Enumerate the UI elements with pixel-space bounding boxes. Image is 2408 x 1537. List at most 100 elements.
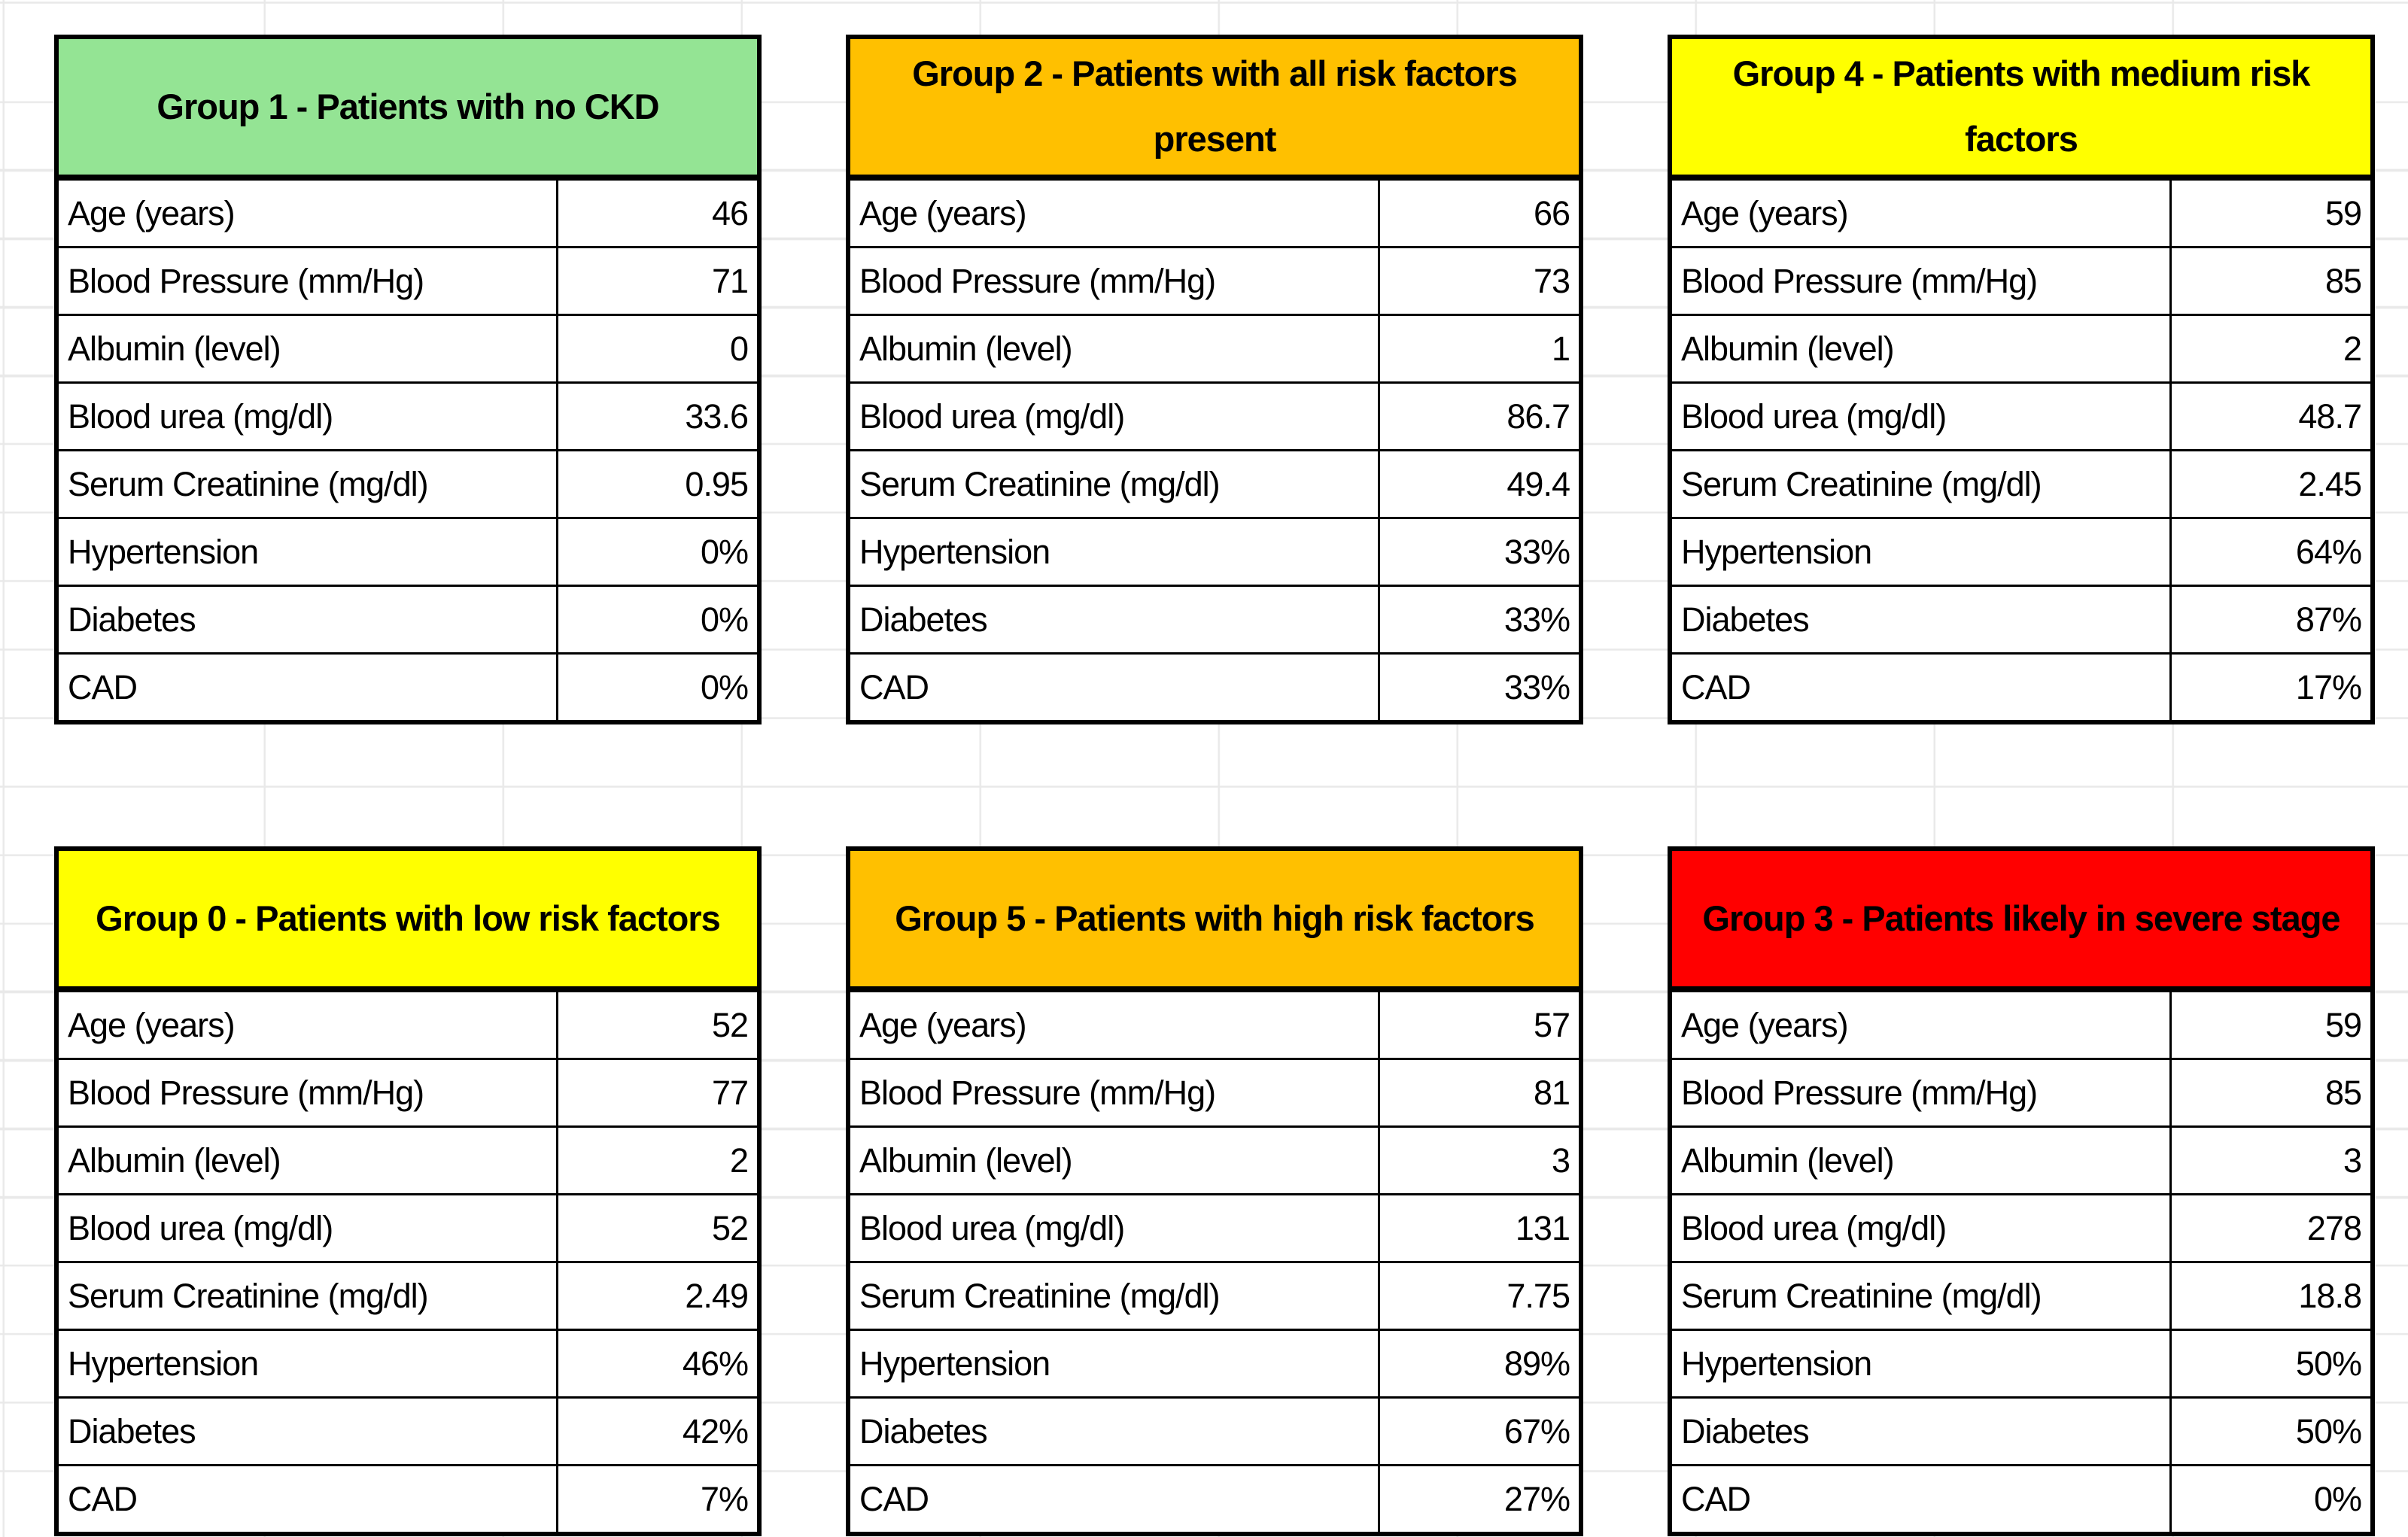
row-label-cell[interactable]: Hypertension <box>59 519 558 585</box>
row-label-cell[interactable]: Diabetes <box>59 587 558 652</box>
row-label-cell[interactable]: Hypertension <box>1672 519 2172 585</box>
row-label-cell[interactable]: Blood urea (mg/dl) <box>59 1195 558 1261</box>
row-label-cell[interactable]: CAD <box>59 655 558 720</box>
row-value-cell[interactable]: 42% <box>682 1411 749 1450</box>
row-value-cell[interactable]: 71 <box>711 261 749 300</box>
row-value-cell[interactable]: 73 <box>1533 261 1570 300</box>
row-label-cell[interactable]: Serum Creatinine (mg/dl) <box>59 1263 558 1329</box>
row-label-cell[interactable]: Age (years) <box>59 992 558 1058</box>
row-value-cell[interactable]: 66 <box>1533 193 1570 232</box>
table-header-group-4[interactable]: Group 4 - Patients with medium risk fact… <box>1672 39 2370 178</box>
row-value-cell[interactable]: 2 <box>729 1141 749 1180</box>
row-value-cell[interactable]: 7.75 <box>1507 1276 1570 1315</box>
row-value-cell[interactable]: 33.6 <box>685 396 749 436</box>
row-value-cell[interactable]: 278 <box>2306 1208 2362 1247</box>
row-value-cell[interactable]: 64% <box>2295 532 2362 571</box>
row-label-cell[interactable]: Serum Creatinine (mg/dl) <box>850 451 1380 517</box>
row-value-cell[interactable]: 3 <box>2343 1141 2362 1180</box>
row-label-cell[interactable]: Diabetes <box>850 1399 1380 1464</box>
row-value-cell[interactable]: 49.4 <box>1507 464 1570 503</box>
row-value-cell[interactable]: 2.49 <box>685 1276 749 1315</box>
row-value-cell[interactable]: 50% <box>2295 1411 2362 1450</box>
row-label-cell[interactable]: Albumin (level) <box>59 316 558 381</box>
table-header-group-1[interactable]: Group 1 - Patients with no CKD <box>59 39 757 178</box>
row-value-cell[interactable]: 131 <box>1515 1208 1570 1247</box>
row-value-cell[interactable]: 67% <box>1503 1411 1570 1450</box>
row-label-cell[interactable]: Diabetes <box>1672 1399 2172 1464</box>
row-value-cell[interactable]: 46 <box>711 193 749 232</box>
row-label-cell[interactable]: Diabetes <box>59 1399 558 1464</box>
row-label-cell[interactable]: Age (years) <box>59 181 558 246</box>
row-label-cell[interactable]: Hypertension <box>59 1331 558 1396</box>
row-label-cell[interactable]: Hypertension <box>850 519 1380 585</box>
row-label-cell[interactable]: CAD <box>850 655 1380 720</box>
row-label-cell[interactable]: Albumin (level) <box>850 1128 1380 1193</box>
row-label-cell[interactable]: Albumin (level) <box>1672 1128 2172 1193</box>
row-label-cell[interactable]: Age (years) <box>1672 992 2172 1058</box>
row-label-cell[interactable]: Albumin (level) <box>850 316 1380 381</box>
table-header-group-3[interactable]: Group 3 - Patients likely in severe stag… <box>1672 851 2370 990</box>
row-label-cell[interactable]: Blood Pressure (mm/Hg) <box>59 1060 558 1125</box>
row-value-cell[interactable]: 52 <box>711 1208 749 1247</box>
row-label-cell[interactable]: Blood Pressure (mm/Hg) <box>59 248 558 314</box>
row-label-cell[interactable]: Blood urea (mg/dl) <box>850 384 1380 449</box>
row-label-cell[interactable]: Age (years) <box>1672 181 2172 246</box>
row-value-cell[interactable]: 85 <box>2324 261 2362 300</box>
row-label-cell[interactable]: Blood Pressure (mm/Hg) <box>1672 248 2172 314</box>
row-label-cell[interactable]: Blood Pressure (mm/Hg) <box>850 248 1380 314</box>
row-value-cell[interactable]: 59 <box>2324 1005 2362 1044</box>
row-value-cell[interactable]: 0% <box>700 667 749 706</box>
table-header-group-2[interactable]: Group 2 - Patients with all risk factors… <box>850 39 1579 178</box>
row-value-cell[interactable]: 46% <box>682 1344 749 1383</box>
row-value-cell[interactable]: 7% <box>700 1479 749 1518</box>
row-label-cell[interactable]: Albumin (level) <box>1672 316 2172 381</box>
row-value-cell[interactable]: 89% <box>1503 1344 1570 1383</box>
row-value-cell[interactable]: 18.8 <box>2298 1276 2362 1315</box>
row-value-cell[interactable]: 2 <box>2343 329 2362 368</box>
row-label-cell[interactable]: Blood urea (mg/dl) <box>850 1195 1380 1261</box>
row-value-cell[interactable]: 33% <box>1503 600 1570 639</box>
row-value-cell[interactable]: 50% <box>2295 1344 2362 1383</box>
row-value-cell[interactable]: 0.95 <box>685 464 749 503</box>
row-label-cell[interactable]: Serum Creatinine (mg/dl) <box>59 451 558 517</box>
row-label-cell[interactable]: CAD <box>850 1466 1380 1532</box>
row-label-cell[interactable]: Age (years) <box>850 992 1380 1058</box>
row-value-cell[interactable]: 87% <box>2295 600 2362 639</box>
row-value-cell[interactable]: 77 <box>711 1073 749 1112</box>
row-label-cell[interactable]: Blood urea (mg/dl) <box>59 384 558 449</box>
row-label-cell[interactable]: Serum Creatinine (mg/dl) <box>1672 451 2172 517</box>
row-value-cell[interactable]: 59 <box>2324 193 2362 232</box>
table-header-group-5[interactable]: Group 5 - Patients with high risk factor… <box>850 851 1579 990</box>
row-label-cell[interactable]: CAD <box>1672 655 2172 720</box>
row-label-cell[interactable]: Blood urea (mg/dl) <box>1672 1195 2172 1261</box>
row-value-cell[interactable]: 57 <box>1533 1005 1570 1044</box>
row-value-cell[interactable]: 52 <box>711 1005 749 1044</box>
row-value-cell[interactable]: 1 <box>1551 329 1570 368</box>
row-label-cell[interactable]: CAD <box>59 1466 558 1532</box>
row-label-cell[interactable]: Diabetes <box>850 587 1380 652</box>
row-label-cell[interactable]: Age (years) <box>850 181 1380 246</box>
row-label-cell[interactable]: Hypertension <box>1672 1331 2172 1396</box>
row-value-cell[interactable]: 2.45 <box>2298 464 2362 503</box>
row-value-cell[interactable]: 0% <box>2313 1479 2362 1518</box>
row-value-cell[interactable]: 0% <box>700 600 749 639</box>
row-value-cell[interactable]: 0 <box>729 329 749 368</box>
row-label-cell[interactable]: CAD <box>1672 1466 2172 1532</box>
row-value-cell[interactable]: 3 <box>1551 1141 1570 1180</box>
row-value-cell[interactable]: 48.7 <box>2298 396 2362 436</box>
row-label-cell[interactable]: Blood Pressure (mm/Hg) <box>850 1060 1380 1125</box>
row-value-cell[interactable]: 17% <box>2295 667 2362 706</box>
row-value-cell[interactable]: 27% <box>1503 1479 1570 1518</box>
row-label-cell[interactable]: Serum Creatinine (mg/dl) <box>1672 1263 2172 1329</box>
row-label-cell[interactable]: Hypertension <box>850 1331 1380 1396</box>
row-label-cell[interactable]: Serum Creatinine (mg/dl) <box>850 1263 1380 1329</box>
row-label-cell[interactable]: Blood urea (mg/dl) <box>1672 384 2172 449</box>
row-value-cell[interactable]: 0% <box>700 532 749 571</box>
row-value-cell[interactable]: 85 <box>2324 1073 2362 1112</box>
row-label-cell[interactable]: Blood Pressure (mm/Hg) <box>1672 1060 2172 1125</box>
row-value-cell[interactable]: 81 <box>1533 1073 1570 1112</box>
row-label-cell[interactable]: Albumin (level) <box>59 1128 558 1193</box>
row-value-cell[interactable]: 33% <box>1503 532 1570 571</box>
row-label-cell[interactable]: Diabetes <box>1672 587 2172 652</box>
table-header-group-0[interactable]: Group 0 - Patients with low risk factors <box>59 851 757 990</box>
